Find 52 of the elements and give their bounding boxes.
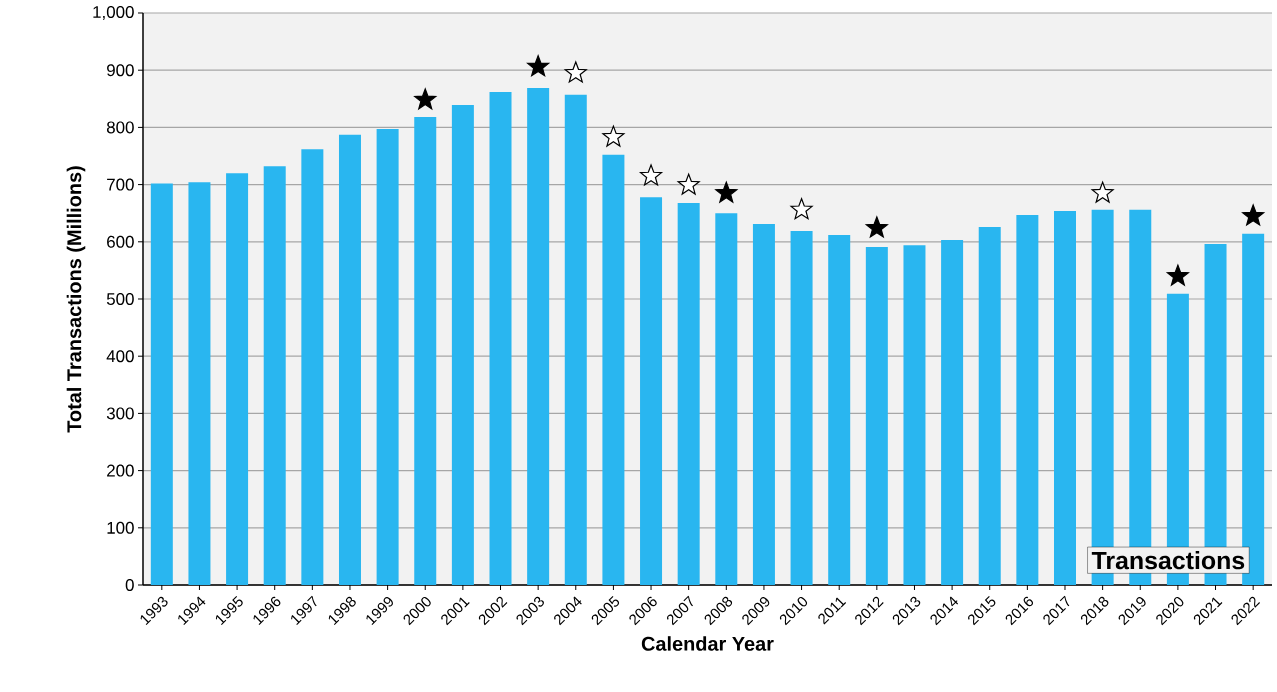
point	[639, 164, 663, 186]
y-tick-label: 500	[106, 293, 134, 305]
bar	[564, 94, 587, 585]
bar	[338, 134, 361, 585]
bar	[790, 230, 813, 585]
point	[865, 216, 888, 238]
y-axis-title: Total Transactions (Millions)	[66, 166, 86, 433]
point	[527, 55, 550, 77]
y-tick-label: 0	[125, 579, 134, 591]
bar	[602, 154, 625, 585]
bar	[150, 183, 173, 585]
bar	[941, 240, 964, 585]
point	[1242, 204, 1265, 226]
point	[790, 198, 813, 220]
bar	[715, 213, 738, 585]
point	[677, 173, 700, 195]
point	[414, 88, 437, 110]
y-tick-label: 700	[107, 178, 134, 191]
text: Transactions	[1091, 551, 1245, 570]
bar	[865, 246, 888, 585]
bar	[489, 91, 512, 585]
bar	[527, 87, 550, 585]
bar	[1016, 214, 1039, 585]
bar	[414, 117, 437, 585]
bar	[451, 105, 474, 585]
bar	[640, 197, 663, 585]
point	[1091, 181, 1114, 203]
y-tick-label: 800	[106, 121, 134, 134]
x-axis-title: Calendar Year	[641, 636, 774, 651]
bar	[903, 245, 926, 585]
bar	[752, 224, 775, 585]
bar	[226, 173, 249, 585]
bar	[1054, 210, 1076, 585]
point	[602, 125, 625, 147]
y-tick-label: 600	[107, 235, 134, 248]
bar	[978, 226, 1001, 585]
point	[1166, 264, 1189, 286]
y-tick-label: 1,000	[93, 5, 134, 20]
bar	[301, 149, 324, 585]
bar	[376, 129, 399, 585]
y-tick-label: 400	[106, 350, 134, 363]
y-tick-label: 100	[107, 521, 134, 534]
y-tick-label: 300	[106, 407, 134, 420]
bar	[677, 202, 700, 585]
point	[564, 61, 587, 83]
y-tick-label: 200	[107, 464, 134, 477]
point	[715, 181, 738, 203]
bar	[263, 166, 286, 585]
bar	[1242, 233, 1265, 585]
bar	[188, 182, 211, 585]
bar	[828, 234, 851, 585]
y-tick-label: 900	[107, 64, 134, 77]
